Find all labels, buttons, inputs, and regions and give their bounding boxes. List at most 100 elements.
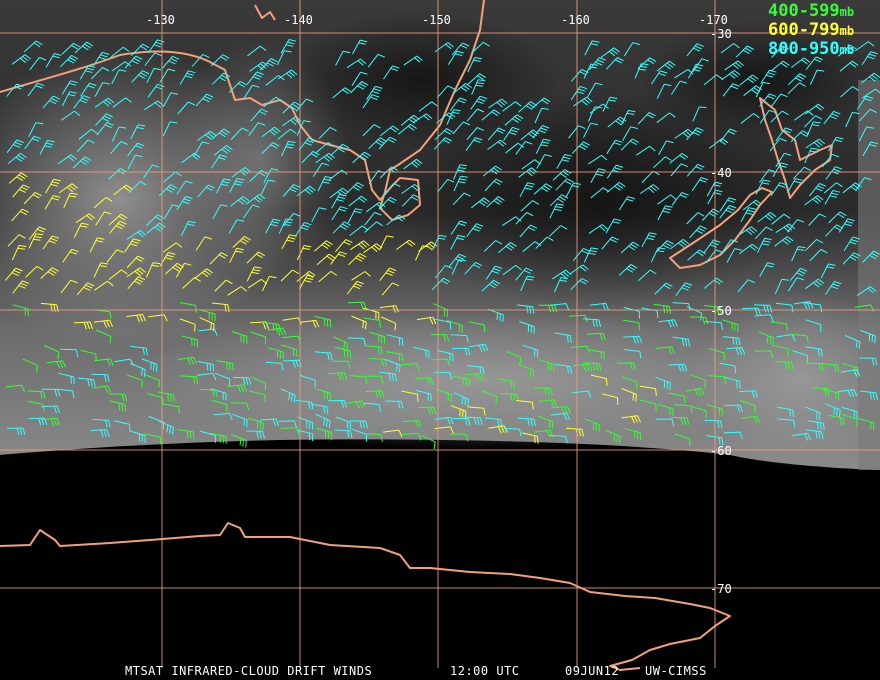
wind-barb bbox=[216, 178, 231, 194]
wind-barb bbox=[27, 390, 46, 399]
wind-barb bbox=[670, 163, 689, 177]
wind-barb bbox=[111, 69, 127, 85]
wind-barb bbox=[415, 389, 432, 402]
wind-barb bbox=[634, 63, 649, 79]
wind-barb bbox=[332, 87, 352, 99]
wind-barb bbox=[126, 313, 146, 323]
wind-barb bbox=[668, 392, 686, 404]
wind-barb bbox=[280, 344, 297, 357]
wind-barb bbox=[76, 282, 95, 296]
wind-barb bbox=[674, 433, 691, 447]
wind-barb bbox=[246, 251, 265, 264]
wind-barb bbox=[61, 42, 81, 55]
wind-barb bbox=[587, 82, 603, 98]
wind-barb bbox=[177, 356, 198, 366]
wind-barb bbox=[108, 213, 128, 226]
wind-barb bbox=[637, 269, 657, 282]
wind-barb bbox=[584, 40, 600, 56]
wind-barb bbox=[348, 253, 367, 266]
wind-barb bbox=[365, 390, 385, 399]
wind-barb bbox=[315, 152, 335, 164]
wind-barb bbox=[775, 127, 793, 142]
wind-barb bbox=[858, 126, 874, 142]
wind-barb bbox=[383, 429, 403, 437]
wind-barb bbox=[175, 262, 192, 278]
wind-barb bbox=[770, 93, 788, 108]
wind-barb bbox=[861, 51, 878, 66]
wind-barb bbox=[383, 65, 400, 80]
wind-barb bbox=[686, 163, 705, 177]
wind-barb bbox=[79, 65, 96, 80]
wind-barb bbox=[113, 184, 133, 196]
wind-barb bbox=[548, 225, 568, 237]
wind-barb bbox=[243, 84, 260, 99]
wind-barb bbox=[841, 406, 858, 419]
wind-barb bbox=[671, 192, 689, 206]
wind-barb bbox=[465, 137, 483, 151]
wind-barb bbox=[655, 418, 675, 427]
wind-barb bbox=[656, 60, 676, 72]
wind-barb bbox=[402, 433, 422, 441]
wind-barb bbox=[703, 74, 723, 86]
wind-barb bbox=[840, 86, 859, 98]
wind-barb bbox=[790, 57, 811, 68]
wind-barb bbox=[335, 50, 351, 66]
wind-barb bbox=[362, 94, 380, 109]
wind-barb bbox=[126, 229, 147, 240]
wind-barb bbox=[805, 319, 822, 333]
wind-barb bbox=[261, 126, 281, 138]
wind-barb bbox=[823, 110, 841, 125]
wind-barb bbox=[640, 399, 657, 412]
wind-barb bbox=[825, 166, 843, 180]
wind-barb bbox=[28, 226, 46, 240]
wind-barb bbox=[282, 183, 301, 197]
wind-barb bbox=[250, 376, 267, 391]
wind-barb bbox=[198, 328, 218, 336]
wind-barb bbox=[843, 236, 860, 251]
wind-barb bbox=[453, 175, 468, 192]
wind-barb bbox=[572, 247, 591, 262]
wind-barb bbox=[805, 346, 823, 357]
wind-barb bbox=[434, 416, 454, 425]
wind-barb bbox=[126, 267, 146, 278]
wind-barb bbox=[503, 126, 520, 141]
wind-barb bbox=[23, 191, 42, 205]
wind-barb bbox=[330, 143, 350, 156]
wind-barb bbox=[583, 247, 599, 263]
wind-barb bbox=[397, 123, 417, 135]
wind-barb bbox=[605, 218, 622, 234]
wind-barb bbox=[350, 81, 369, 94]
wind-barb bbox=[859, 357, 878, 366]
wind-barb bbox=[537, 415, 554, 429]
wind-barb bbox=[332, 336, 348, 351]
wind-barb bbox=[467, 73, 487, 85]
wind-barb bbox=[242, 204, 260, 219]
wind-barb bbox=[430, 334, 450, 342]
wind-barb bbox=[181, 152, 201, 164]
wind-barb bbox=[708, 348, 725, 361]
wind-barb bbox=[434, 318, 452, 330]
wind-barb bbox=[130, 363, 146, 377]
wind-barb bbox=[776, 406, 794, 418]
wind-barb bbox=[588, 57, 606, 71]
wind-barb bbox=[777, 418, 796, 428]
wind-barb bbox=[74, 41, 94, 54]
wind-barb bbox=[295, 98, 314, 112]
wind-barb bbox=[80, 82, 97, 97]
wind-barb bbox=[177, 429, 195, 439]
wind-barb bbox=[653, 156, 672, 168]
wind-barb bbox=[533, 183, 553, 195]
wind-barb bbox=[862, 250, 880, 263]
wind-barb bbox=[553, 277, 569, 293]
wind-barb bbox=[80, 349, 97, 362]
wind-barb bbox=[227, 384, 248, 393]
wind-barb bbox=[93, 319, 113, 328]
wind-barb bbox=[639, 184, 660, 195]
wind-barb bbox=[738, 390, 758, 398]
wind-barb bbox=[722, 319, 739, 332]
wind-barb bbox=[210, 154, 228, 169]
wind-barb bbox=[295, 399, 314, 410]
wind-barb bbox=[93, 196, 113, 209]
wind-barb bbox=[335, 416, 352, 430]
wind-barb bbox=[503, 427, 522, 437]
